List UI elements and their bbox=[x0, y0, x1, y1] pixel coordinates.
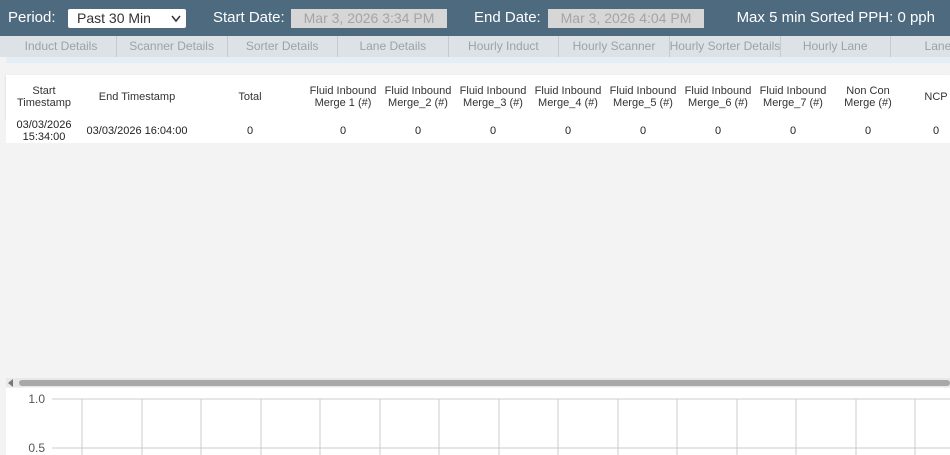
column-header: Fluid Inbound Merge_4 (#) bbox=[534, 85, 602, 109]
tab[interactable]: Hourly Induct bbox=[448, 36, 560, 57]
y-tick-label: 1.0 bbox=[28, 392, 45, 406]
column-header: Start Timestamp bbox=[17, 85, 71, 109]
tab[interactable]: Lane To bbox=[891, 36, 950, 57]
cell: 0 bbox=[864, 125, 872, 137]
tab[interactable]: Induct Details bbox=[6, 36, 117, 57]
cell: 0 bbox=[932, 125, 940, 137]
scrollbar[interactable] bbox=[6, 378, 950, 387]
y-tick-label: 0.5 bbox=[28, 441, 45, 455]
tab[interactable]: Hourly Lane bbox=[780, 36, 892, 57]
end-label: End Date: bbox=[474, 9, 541, 26]
spacer bbox=[6, 57, 950, 63]
column-header: NCP bbox=[924, 91, 948, 103]
table-header bbox=[6, 75, 950, 119]
cell: 03/03/2026 15:34:00 bbox=[16, 119, 72, 143]
tab[interactable]: Sorter Details bbox=[227, 36, 339, 57]
period-select[interactable]: Past 30 Min bbox=[68, 9, 186, 28]
column-header: End Timestamp bbox=[98, 91, 176, 103]
column-header: Fluid Inbound Merge_7 (#) bbox=[759, 85, 827, 109]
tab[interactable]: Hourly Sorter Details bbox=[670, 36, 781, 57]
chart-bg bbox=[6, 388, 950, 455]
column-header: Total bbox=[238, 91, 262, 103]
table-row bbox=[6, 119, 950, 143]
period-value: Past 30 Min bbox=[77, 10, 151, 26]
start-date[interactable]: Mar 3, 2026 3:34 PM bbox=[291, 9, 447, 28]
cell: 0 bbox=[639, 125, 647, 137]
cell: 0 bbox=[564, 125, 572, 137]
column-header: Fluid Inbound Merge_5 (#) bbox=[609, 85, 677, 109]
column-header: Fluid Inbound Merge_2 (#) bbox=[384, 85, 452, 109]
period-label: Period: bbox=[8, 9, 56, 26]
scroll-arrow[interactable] bbox=[8, 379, 14, 387]
column-header: Fluid Inbound Merge 1 (#) bbox=[309, 85, 377, 109]
column-header: Fluid Inbound Merge_3 (#) bbox=[459, 85, 527, 109]
cell: 0 bbox=[489, 125, 497, 137]
chart: 1.0 0.5 bbox=[6, 388, 950, 455]
column-header: Fluid Inbound Merge_6 (#) bbox=[684, 85, 752, 109]
chevron bbox=[171, 15, 181, 23]
tab[interactable]: Scanner Details bbox=[117, 36, 228, 57]
cell: 0 bbox=[789, 125, 797, 137]
cell: 03/03/2026 16:04:00 bbox=[86, 125, 188, 137]
tab-bar: Induct Details Scanner Details Sorter Deta… bbox=[0, 36, 950, 57]
cell: 0 bbox=[714, 125, 722, 137]
column-header: Non Con Merge (#) bbox=[844, 85, 892, 109]
scroll-thumb[interactable] bbox=[19, 380, 950, 386]
cell: 0 bbox=[414, 125, 422, 137]
tab[interactable]: Lane Details bbox=[338, 36, 449, 57]
max-pph: Max 5 min Sorted PPH: 0 pph bbox=[736, 9, 935, 26]
cell: 0 bbox=[246, 125, 254, 137]
tab[interactable]: Hourly Scanner bbox=[559, 36, 670, 57]
cell: 0 bbox=[339, 125, 347, 137]
toolbar: Period: Past 30 Min Start Date: Mar 3, 2… bbox=[0, 0, 950, 36]
start-label: Start Date: bbox=[213, 9, 285, 26]
end-date[interactable]: Mar 3, 2026 4:04 PM bbox=[548, 9, 704, 28]
